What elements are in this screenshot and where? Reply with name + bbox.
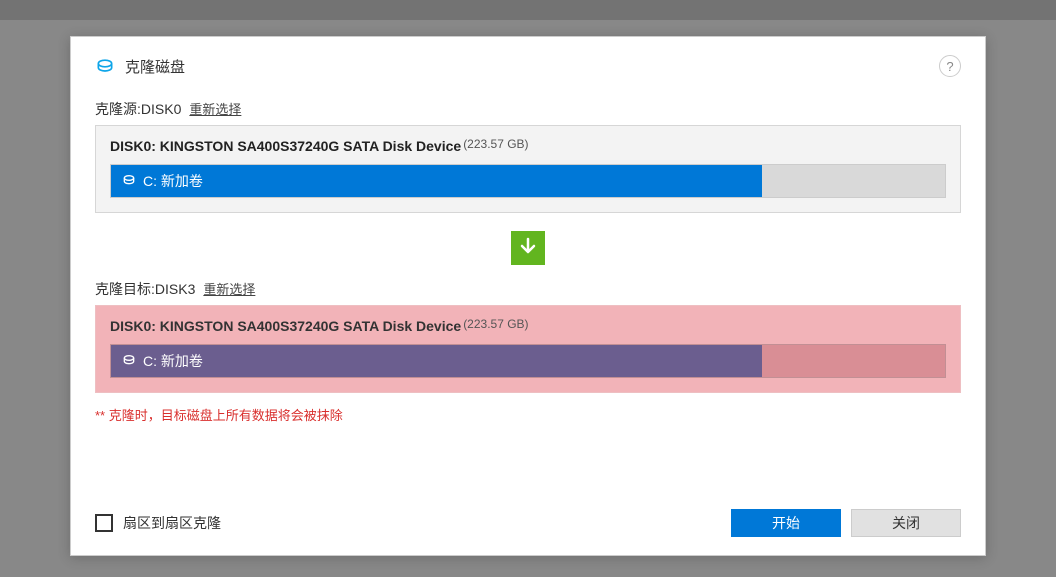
target-partition-bar: C: 新加卷 <box>110 344 946 378</box>
source-partition-bar: C: 新加卷 <box>110 164 946 198</box>
dialog-body: 克隆源: DISK0 重新选择 DISK0: KINGSTON SA400S37… <box>71 87 985 495</box>
target-disk-panel: DISK0: KINGSTON SA400S37240G SATA Disk D… <box>95 305 961 393</box>
start-button[interactable]: 开始 <box>731 509 841 537</box>
source-disk-id: DISK0 <box>141 101 181 117</box>
source-disk-title-row: DISK0: KINGSTON SA400S37240G SATA Disk D… <box>110 138 946 154</box>
source-disk-panel: DISK0: KINGSTON SA400S37240G SATA Disk D… <box>95 125 961 213</box>
target-section-label: 克隆目标: DISK3 重新选择 <box>95 279 961 299</box>
partition-segment[interactable]: C: 新加卷 <box>111 165 762 197</box>
source-label-prefix: 克隆源: <box>95 99 141 119</box>
source-section-label: 克隆源: DISK0 重新选择 <box>95 99 961 119</box>
target-disk-title-row: DISK0: KINGSTON SA400S37240G SATA Disk D… <box>110 318 946 334</box>
target-disk-title: DISK0: KINGSTON SA400S37240G SATA Disk D… <box>110 318 461 334</box>
dialog-header: 克隆磁盘 ? <box>71 37 985 87</box>
arrow-down-icon <box>511 231 545 265</box>
source-disk-size: (223.57 GB) <box>463 137 528 151</box>
source-disk-title: DISK0: KINGSTON SA400S37240G SATA Disk D… <box>110 138 461 154</box>
target-reselect-link[interactable]: 重新选择 <box>203 279 255 298</box>
dialog-title: 克隆磁盘 <box>125 56 185 77</box>
target-label-prefix: 克隆目标: <box>95 279 155 299</box>
close-button[interactable]: 关闭 <box>851 509 961 537</box>
disk-icon <box>121 352 137 371</box>
disk-icon <box>95 56 115 76</box>
warning-text: ** 克隆时，目标磁盘上所有数据将会被抹除 <box>95 405 961 424</box>
source-reselect-link[interactable]: 重新选择 <box>189 99 241 118</box>
partition-segment[interactable]: C: 新加卷 <box>111 345 762 377</box>
footer-buttons: 开始 关闭 <box>731 509 961 537</box>
target-disk-id: DISK3 <box>155 281 195 297</box>
background-breadcrumb <box>0 0 1056 20</box>
target-disk-size: (223.57 GB) <box>463 317 528 331</box>
disk-icon <box>121 172 137 191</box>
dialog-footer: 扇区到扇区克隆 开始 关闭 <box>71 495 985 555</box>
sector-clone-label: 扇区到扇区克隆 <box>123 513 221 533</box>
clone-disk-dialog: 克隆磁盘 ? 克隆源: DISK0 重新选择 DISK0: KINGSTON S… <box>70 36 986 556</box>
partition-label: C: 新加卷 <box>143 351 203 371</box>
help-button[interactable]: ? <box>939 55 961 77</box>
partition-label: C: 新加卷 <box>143 171 203 191</box>
sector-clone-checkbox[interactable] <box>95 514 113 532</box>
